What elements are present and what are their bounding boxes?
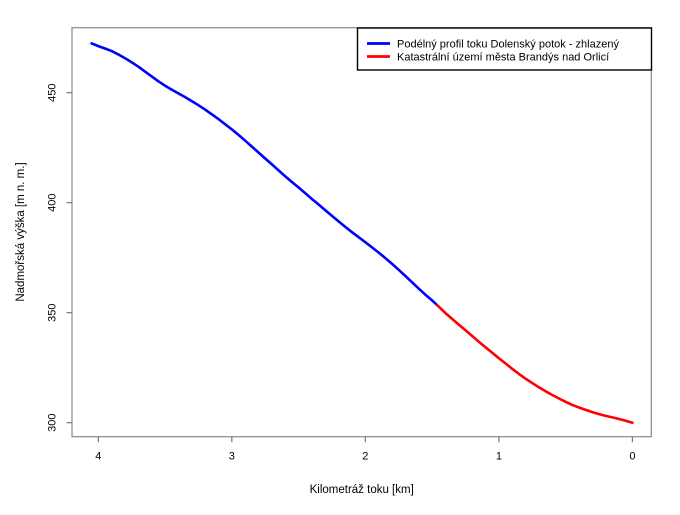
series-line-0 (90, 42, 439, 307)
x-tick-label: 1 (496, 451, 502, 463)
y-axis-title: Nadmořská výška [m n. m.] (15, 162, 27, 301)
y-tick-label: 300 (47, 414, 59, 432)
x-tick-label: 3 (229, 451, 235, 463)
legend: Podélný profil toku Dolenský potok - zhl… (356, 27, 653, 71)
x-tick-label: 4 (95, 451, 101, 463)
plot-area-border (71, 27, 652, 438)
legend-label-profile: Podélný profil toku Dolenský potok - zhl… (397, 39, 619, 51)
y-axis: 300 350 400 450 (47, 84, 72, 432)
y-tick-label: 450 (47, 84, 59, 102)
x-axis: 4 3 2 1 0 (95, 436, 635, 463)
y-tick-label: 400 (47, 194, 59, 212)
legend-box (356, 27, 653, 71)
y-tick-label: 350 (47, 304, 59, 322)
x-tick-label: 0 (629, 451, 635, 463)
series-line-1 (436, 304, 634, 425)
series-lines (90, 42, 634, 425)
x-tick-label: 2 (362, 451, 368, 463)
legend-label-cadastre: Katastrální území města Brandýs nad Orli… (397, 52, 609, 64)
x-axis-title: Kilometráž toku [km] (310, 484, 414, 496)
